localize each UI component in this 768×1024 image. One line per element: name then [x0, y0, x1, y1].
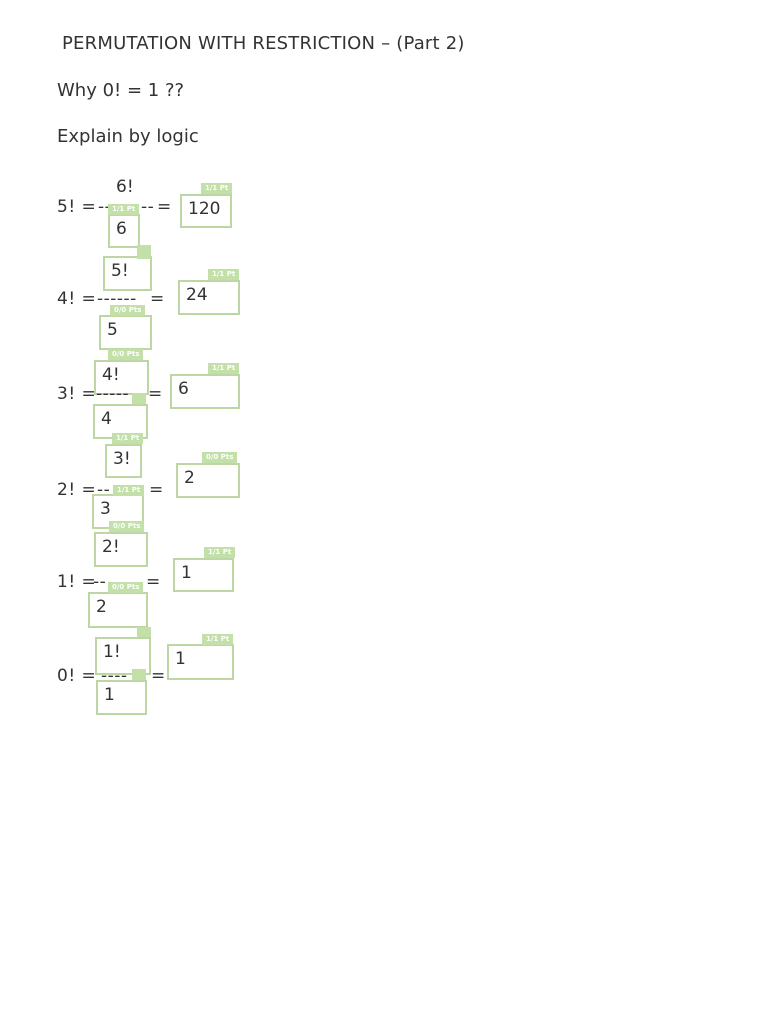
row-4-result: 2 — [184, 468, 195, 488]
row-6-fraction-marker — [132, 669, 146, 683]
row-3-lhs: 3! = — [57, 384, 97, 404]
row-5-denominator: 2 — [96, 597, 107, 617]
row-4-denominator-score-badge: 1/1 Pt — [113, 485, 145, 496]
row-2-denominator-score-badge: 0/0 Pts — [110, 305, 146, 316]
row-4-denominator: 3 — [100, 499, 111, 519]
row-5-numerator-box[interactable]: 2! — [94, 532, 148, 567]
row-6-result: 1 — [175, 649, 186, 669]
row-5-equals: = — [146, 572, 161, 592]
row-1-result-box[interactable]: 120 — [180, 194, 232, 228]
row-1-result: 120 — [188, 199, 221, 219]
row-3-fraction-bar: ----- — [96, 384, 130, 404]
row-3-denominator-marker — [132, 393, 146, 407]
row-5-result-box[interactable]: 1 — [173, 558, 234, 592]
row-1-result-score-badge: 1/1 Pt — [201, 183, 233, 194]
row-1-fraction-bar-end: -- — [141, 197, 155, 217]
row-2-numerator-marker — [137, 245, 151, 259]
row-4-lhs: 2! = — [57, 480, 97, 500]
row-6-numerator: 1! — [103, 642, 121, 662]
row-2-result-score-badge: 1/1 Pt — [208, 269, 240, 280]
row-5-denominator-score-badge: 0/0 Pts — [108, 582, 144, 593]
row-2-result-box[interactable]: 24 — [178, 280, 240, 315]
row-5-lhs: 1! = — [57, 572, 97, 592]
row-4-result-box[interactable]: 2 — [176, 463, 240, 498]
instruction-text: Explain by logic — [57, 126, 199, 147]
row-3-denominator: 4 — [101, 409, 112, 429]
row-2-fraction-bar: ------ — [97, 289, 137, 309]
row-5-numerator-score-badge: 0/0 Pts — [109, 521, 145, 532]
row-1-lhs: 5! = — [57, 197, 97, 217]
question-heading: Why 0! = 1 ?? — [57, 80, 185, 101]
row-1-denominator: 6 — [116, 219, 127, 239]
row-2-equals: = — [150, 289, 165, 309]
row-4-equals: = — [149, 480, 164, 500]
row-6-result-box[interactable]: 1 — [167, 644, 234, 680]
row-2-denominator: 5 — [107, 320, 118, 340]
row-6-numerator-box[interactable]: 1! — [95, 637, 151, 675]
row-5-result: 1 — [181, 563, 192, 583]
row-1-denominator-box[interactable]: 6 — [108, 214, 140, 248]
row-3-result: 6 — [178, 379, 189, 399]
row-2-numerator: 5! — [111, 261, 129, 281]
row-6-result-score-badge: 1/1 Pt — [202, 634, 234, 645]
row-4-numerator-score-badge: 1/1 Pt — [112, 433, 144, 444]
row-6-lhs: 0! = — [57, 666, 97, 686]
row-1-fraction-bar: -- — [98, 197, 112, 217]
page-title: PERMUTATION WITH RESTRICTION – (Part 2) — [62, 33, 465, 54]
row-3-numerator-box[interactable]: 4! — [94, 360, 149, 395]
row-3-numerator-score-badge: 0/0 Pts — [108, 349, 144, 360]
row-2-lhs: 4! = — [57, 289, 97, 309]
row-6-denominator: 1 — [104, 685, 115, 705]
row-3-numerator: 4! — [102, 365, 120, 385]
row-5-result-score-badge: 1/1 Pt — [204, 547, 236, 558]
row-2-denominator-box[interactable]: 5 — [99, 315, 152, 350]
row-5-numerator: 2! — [102, 537, 120, 557]
row-4-numerator: 3! — [113, 449, 131, 469]
row-1-denominator-score-badge: 1/1 Pt — [108, 204, 140, 215]
row-4-numerator-box[interactable]: 3! — [105, 444, 142, 478]
row-6-denominator-box[interactable]: 1 — [96, 680, 147, 715]
row-6-equals: = — [151, 666, 166, 686]
row-3-result-score-badge: 1/1 Pt — [208, 363, 240, 374]
row-1-numerator: 6! — [116, 177, 134, 197]
row-2-numerator-box[interactable]: 5! — [103, 256, 152, 291]
row-5-denominator-box[interactable]: 2 — [88, 592, 148, 628]
row-4-result-score-badge: 0/0 Pts — [202, 452, 238, 463]
row-3-result-box[interactable]: 6 — [170, 374, 240, 409]
row-3-equals: = — [148, 384, 163, 404]
row-5-fraction-bar: -- — [93, 572, 107, 592]
row-1-equals: = — [157, 197, 172, 217]
row-2-result: 24 — [186, 285, 208, 305]
